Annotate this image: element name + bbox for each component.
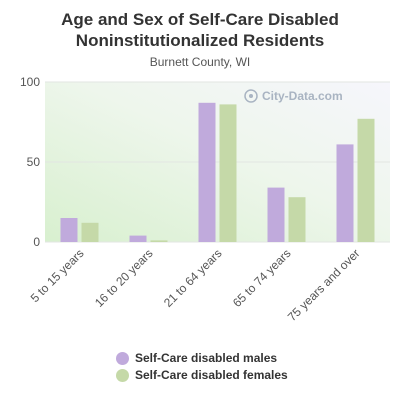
x-tick-label: 65 to 74 years xyxy=(230,246,294,310)
legend-label: Self-Care disabled males xyxy=(135,351,278,365)
bar-males[interactable] xyxy=(267,187,285,242)
chart-subtitle: Burnett County, WI xyxy=(149,55,251,69)
watermark: City-Data.com xyxy=(244,89,343,103)
watermark-text: City-Data.com xyxy=(262,89,343,103)
bar-females[interactable] xyxy=(81,222,99,242)
x-tick-label: 21 to 64 years xyxy=(161,246,225,310)
legend: Self-Care disabled males Self-Care disabl… xyxy=(116,350,288,384)
bar-males[interactable] xyxy=(336,144,354,242)
legend-swatch xyxy=(116,368,129,382)
bar-females[interactable] xyxy=(357,118,375,242)
y-tick-label: 50 xyxy=(27,155,41,169)
watermark-icon-dot xyxy=(249,94,253,98)
bar-females[interactable] xyxy=(288,197,306,242)
x-tick-label: 16 to 20 years xyxy=(92,246,156,310)
bar-females[interactable] xyxy=(150,240,168,242)
x-tick-label: 75 years and over xyxy=(285,246,363,324)
y-tick-label: 0 xyxy=(33,235,40,249)
x-tick-label: 5 to 15 years xyxy=(28,246,87,305)
bar-males[interactable] xyxy=(60,218,78,242)
legend-item: Self-Care disabled males xyxy=(116,350,288,366)
chart-title: Age and Sex of Self-Care Disabled Nonins… xyxy=(61,10,339,50)
legend-item: Self-Care disabled females xyxy=(116,367,288,383)
legend-label: Self-Care disabled females xyxy=(135,368,288,382)
legend-swatch xyxy=(116,351,129,365)
bar-males[interactable] xyxy=(198,102,216,242)
bar-males[interactable] xyxy=(129,235,147,242)
bar-females[interactable] xyxy=(219,104,237,243)
watermark-icon xyxy=(244,89,258,103)
y-tick-label: 100 xyxy=(20,75,40,89)
